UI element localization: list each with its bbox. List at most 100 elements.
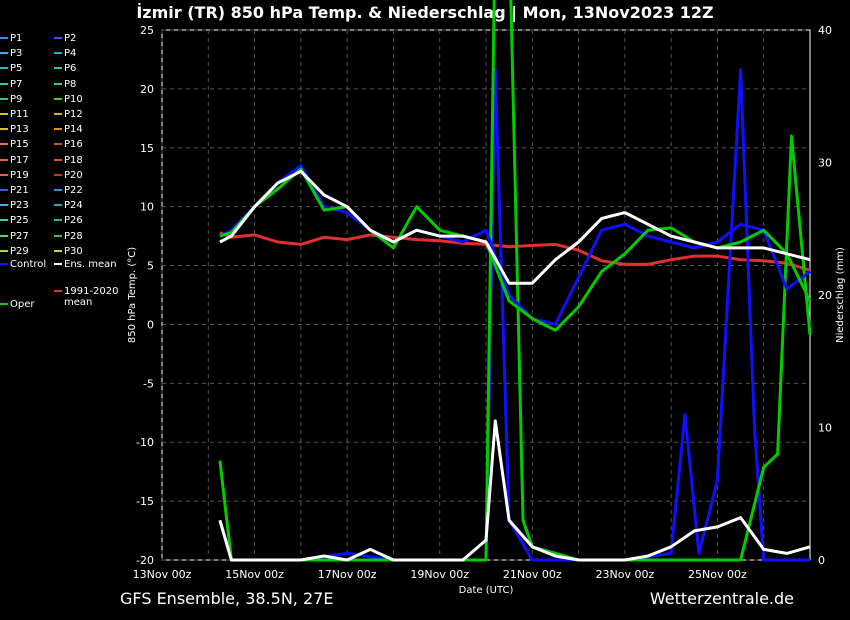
y-tick-right: 40	[818, 24, 832, 37]
legend-swatch	[54, 97, 62, 100]
y-tick-left: -5	[143, 377, 154, 390]
legend-label: P25	[10, 215, 29, 227]
legend-label: P16	[64, 139, 83, 151]
legend-item-p23: P23	[0, 200, 29, 211]
legend-item-p30: P30	[54, 246, 83, 257]
legend-label: P9	[10, 93, 23, 105]
chart-title: İzmir (TR) 850 hPa Temp. & Niederschlag …	[136, 3, 714, 22]
x-tick-label: 13Nov 00z	[133, 568, 192, 581]
legend-label: P24	[64, 200, 83, 212]
legend-label: P6	[64, 63, 77, 75]
legend-item-climate-mean: 1991-2020	[54, 286, 119, 297]
legend-swatch	[54, 37, 62, 39]
legend-label: P7	[10, 78, 23, 90]
legend-label: P20	[64, 169, 83, 181]
legend-label: P10	[64, 93, 83, 105]
legend-item-p20: P20	[54, 170, 83, 181]
legend-swatch	[54, 189, 62, 191]
y-tick-right: 30	[818, 157, 832, 170]
legend-swatch	[0, 82, 8, 85]
legend-item-oper: Oper	[0, 299, 34, 310]
legend-item-p21: P21	[0, 185, 29, 196]
legend-label: P22	[64, 185, 83, 196]
legend-swatch	[0, 128, 8, 131]
x-axis-label: Date (UTC)	[459, 585, 514, 596]
y-tick-left: 5	[147, 260, 154, 273]
footer-source: Wetterzentrale.de	[649, 589, 794, 608]
legend-item-p18: P18	[54, 155, 83, 166]
legend-swatch	[0, 143, 8, 146]
legend-label: P21	[10, 185, 29, 196]
legend-item-p27: P27	[0, 231, 29, 242]
legend-item-p4: P4	[54, 48, 76, 59]
legend-swatch	[0, 113, 8, 115]
legend-item-control: Control	[0, 259, 46, 270]
legend-label: P18	[64, 154, 83, 166]
legend-climate-mean-line2: mean	[64, 297, 93, 308]
legend-label: P8	[64, 78, 77, 90]
ens-mean-precip-line	[218, 419, 811, 562]
legend-item-p5: P5	[0, 63, 22, 74]
y-tick-left: 15	[140, 142, 154, 155]
legend-label: Oper	[10, 299, 35, 310]
y-tick-right: 0	[818, 554, 825, 567]
y-axis-label-right: Niederschlag (mm)	[835, 247, 846, 343]
legend-swatch	[0, 189, 8, 191]
oper-precip-line	[218, 0, 812, 562]
legend-label: P23	[10, 200, 29, 212]
legend-item-p6: P6	[54, 63, 76, 74]
legend-label: P29	[10, 245, 29, 257]
legend-label: Ens. mean	[64, 259, 117, 270]
legend-swatch	[0, 249, 8, 252]
legend-item-p15: P15	[0, 139, 29, 150]
legend-label: P15	[10, 139, 29, 151]
legend-swatch	[0, 204, 8, 207]
legend-swatch	[54, 290, 62, 292]
y-axis-label-left: 850 hPa Temp. (°C)	[127, 247, 138, 343]
y-tick-left: 20	[140, 83, 154, 96]
legend-swatch	[54, 158, 62, 161]
legend-item-p28: P28	[54, 231, 83, 242]
legend-swatch	[0, 303, 8, 305]
legend-swatch	[54, 219, 62, 222]
legend-swatch	[54, 173, 62, 176]
legend-swatch	[54, 204, 62, 207]
legend-label: P5	[10, 63, 23, 75]
legend-item-p1: P1	[0, 33, 22, 44]
legend-swatch	[0, 263, 8, 265]
legend-item-p8: P8	[54, 79, 76, 90]
legend-item-p25: P25	[0, 215, 29, 226]
legend-item-p3: P3	[0, 48, 22, 59]
legend-item-p19: P19	[0, 170, 29, 181]
legend-label: P26	[64, 215, 83, 227]
legend-swatch	[54, 82, 62, 85]
legend-label: P11	[10, 109, 29, 120]
legend-swatch	[0, 97, 8, 100]
legend-label: P4	[64, 48, 77, 60]
legend-label: P14	[64, 124, 83, 136]
legend-item-p17: P17	[0, 155, 29, 166]
ens-mean-temp-line	[219, 169, 811, 285]
legend-item-p10: P10	[54, 94, 83, 105]
y-tick-left: -15	[136, 495, 154, 508]
y-tick-left: 0	[147, 318, 154, 331]
x-tick-label: 25Nov 00z	[688, 568, 747, 581]
legend-label: P13	[10, 124, 29, 136]
legend-swatch	[0, 67, 8, 70]
legend-swatch	[54, 143, 62, 146]
x-tick-label: 19Nov 00z	[410, 568, 469, 581]
y-tick-left: 25	[140, 24, 154, 37]
legend-item-p2: P2	[54, 33, 76, 44]
legend-swatch	[0, 52, 8, 55]
legend-swatch	[54, 128, 62, 131]
legend-label: P12	[64, 109, 83, 120]
legend-swatch	[0, 234, 8, 237]
legend-label: P30	[64, 245, 83, 257]
x-tick-label: 17Nov 00z	[318, 568, 377, 581]
legend-item-p12: P12	[54, 109, 83, 120]
y-tick-left: 10	[140, 201, 154, 214]
y-tick-left: -20	[136, 554, 154, 567]
x-tick-label: 23Nov 00z	[595, 568, 654, 581]
legend-swatch	[54, 113, 62, 115]
legend-item-p16: P16	[54, 139, 83, 150]
